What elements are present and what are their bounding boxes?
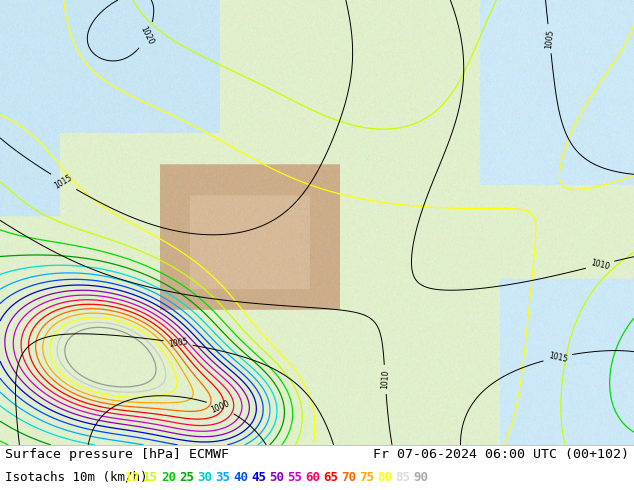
Text: 25: 25: [179, 471, 194, 484]
Text: 1010: 1010: [380, 369, 391, 390]
Text: 85: 85: [395, 471, 410, 484]
Text: 40: 40: [233, 471, 248, 484]
Text: 1010: 1010: [590, 258, 611, 271]
Text: 70: 70: [341, 471, 356, 484]
Text: 20: 20: [161, 471, 176, 484]
Text: Fr 07-06-2024 06:00 UTC (00+102): Fr 07-06-2024 06:00 UTC (00+102): [373, 448, 629, 462]
Text: 65: 65: [323, 471, 338, 484]
Text: 90: 90: [413, 471, 428, 484]
Text: 1015: 1015: [547, 351, 568, 364]
Text: 50: 50: [269, 471, 284, 484]
Text: Surface pressure [hPa] ECMWF: Surface pressure [hPa] ECMWF: [5, 448, 229, 462]
Text: Isotachs 10m (km/h): Isotachs 10m (km/h): [5, 471, 148, 484]
Text: 30: 30: [197, 471, 212, 484]
Text: 60: 60: [305, 471, 320, 484]
Text: 45: 45: [251, 471, 266, 484]
Text: 55: 55: [287, 471, 302, 484]
Text: 80: 80: [377, 471, 392, 484]
Text: 75: 75: [359, 471, 374, 484]
Text: 15: 15: [143, 471, 158, 484]
Text: 1020: 1020: [139, 25, 155, 47]
Text: 10: 10: [125, 471, 140, 484]
Text: 1000: 1000: [210, 399, 231, 415]
Text: 1005: 1005: [544, 28, 555, 49]
Text: 1005: 1005: [168, 337, 188, 349]
Text: 1015: 1015: [53, 173, 74, 191]
Text: 35: 35: [215, 471, 230, 484]
